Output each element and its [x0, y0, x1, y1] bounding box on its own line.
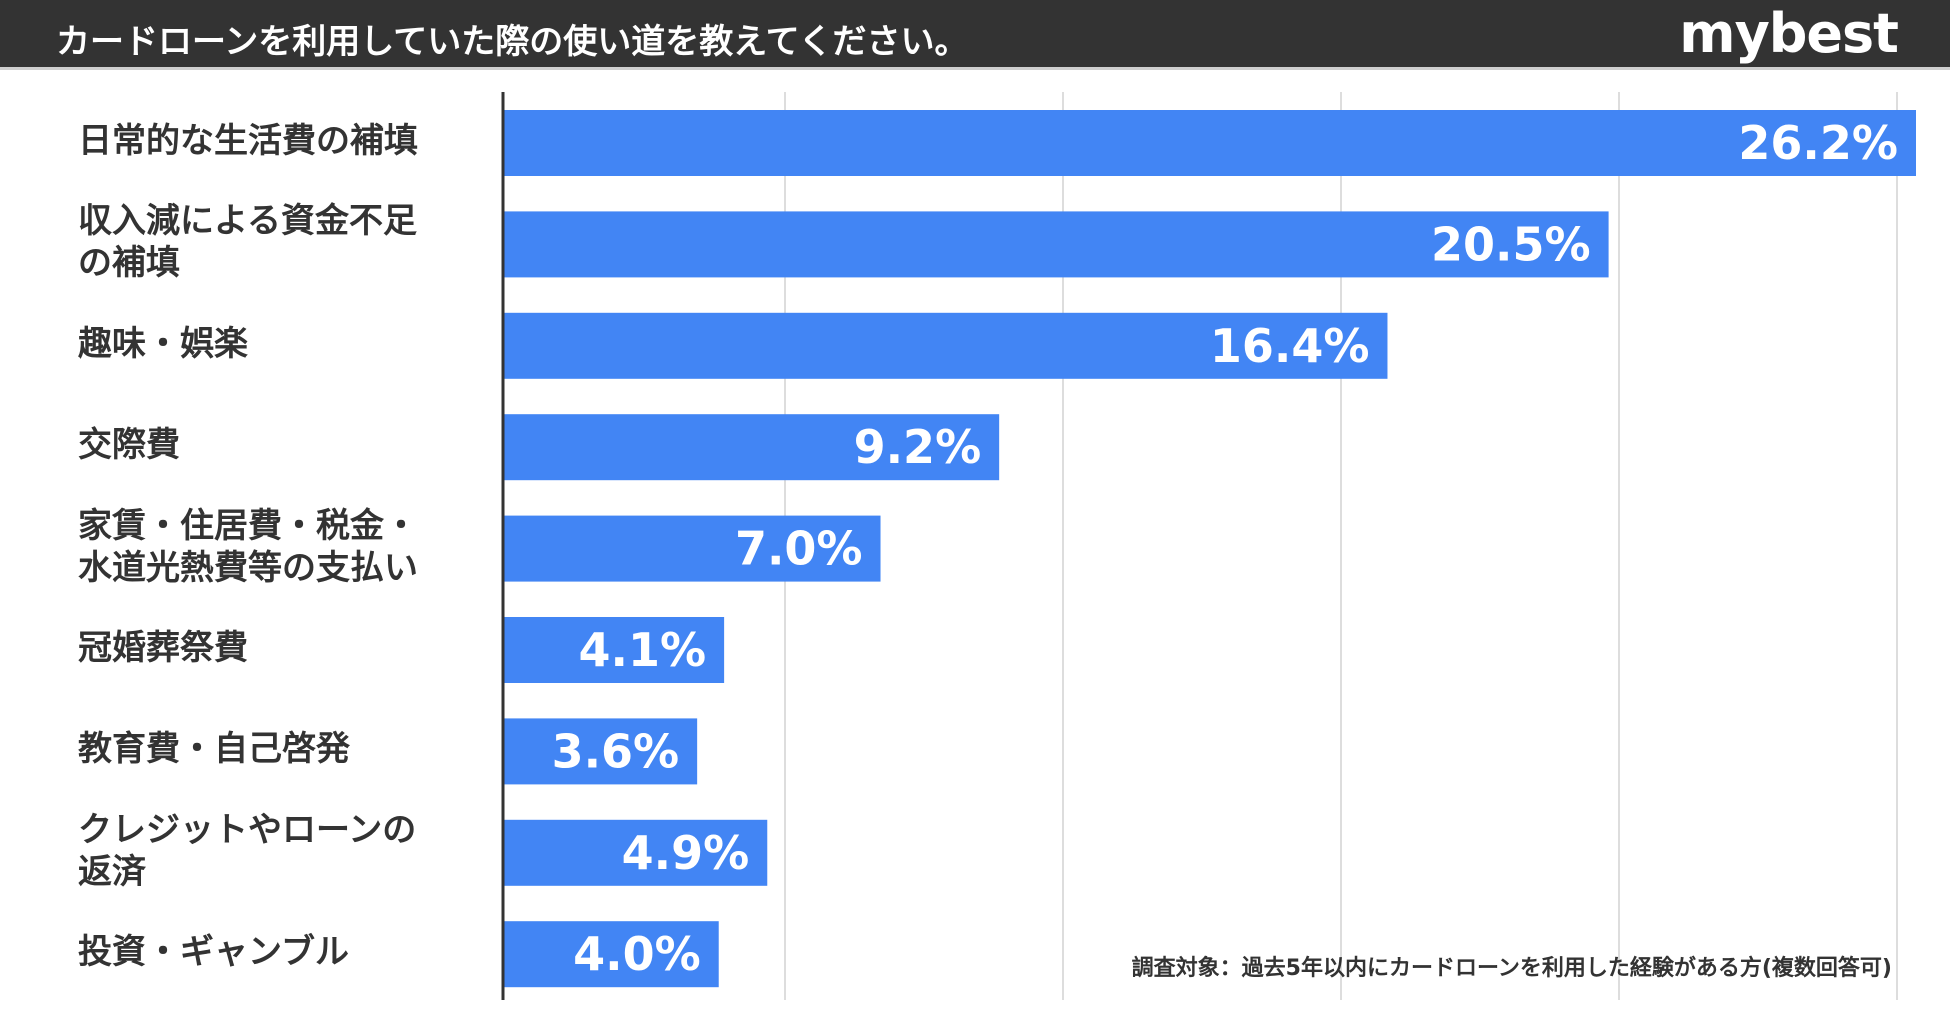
bar [503, 312, 1388, 379]
data-label: 4.1% [579, 623, 707, 677]
bar [503, 819, 768, 886]
bar [503, 718, 698, 785]
category-label: 投資・ギャンブル [78, 932, 349, 973]
data-label: 4.0% [573, 927, 701, 981]
bar [503, 110, 1916, 176]
data-label: 26.2% [1738, 116, 1898, 170]
bar [503, 515, 881, 582]
category-label: 教育費・自己啓発 [78, 729, 350, 770]
data-label: 16.4% [1210, 319, 1370, 373]
category-label: 日常的な生活費の補填 [78, 121, 418, 161]
data-label: 4.9% [622, 826, 750, 880]
header-bar: カードローンを利用していた際の使い道を教えてください。 mybest [0, 0, 1950, 70]
bar [503, 211, 1609, 278]
category-label: 収入減による資金不足 の補填 [78, 201, 417, 284]
category-label: 冠婚葬祭費 [78, 628, 248, 668]
category-label: 交際費 [78, 425, 180, 466]
bar [503, 414, 1000, 481]
category-label: 家賃・住居費・税金・ 水道光熱費等の支払い [78, 505, 418, 588]
data-label: 20.5% [1431, 217, 1591, 271]
category-label: 趣味・娯楽 [78, 323, 248, 364]
survey-footnote: 調査対象：過去5年以内にカードローンを利用した経験がある方(複数回答可) [1131, 956, 1892, 981]
category-label: クレジットやローンの 返済 [78, 809, 417, 892]
data-label: 3.6% [552, 724, 680, 778]
bar [503, 921, 719, 988]
data-label: 7.0% [735, 522, 863, 576]
bar [503, 617, 725, 683]
data-label: 9.2% [854, 420, 982, 474]
mybest-logo: mybest [1679, 2, 1899, 65]
page-title: カードローンを利用していた際の使い道を教えてください。 [56, 22, 969, 62]
